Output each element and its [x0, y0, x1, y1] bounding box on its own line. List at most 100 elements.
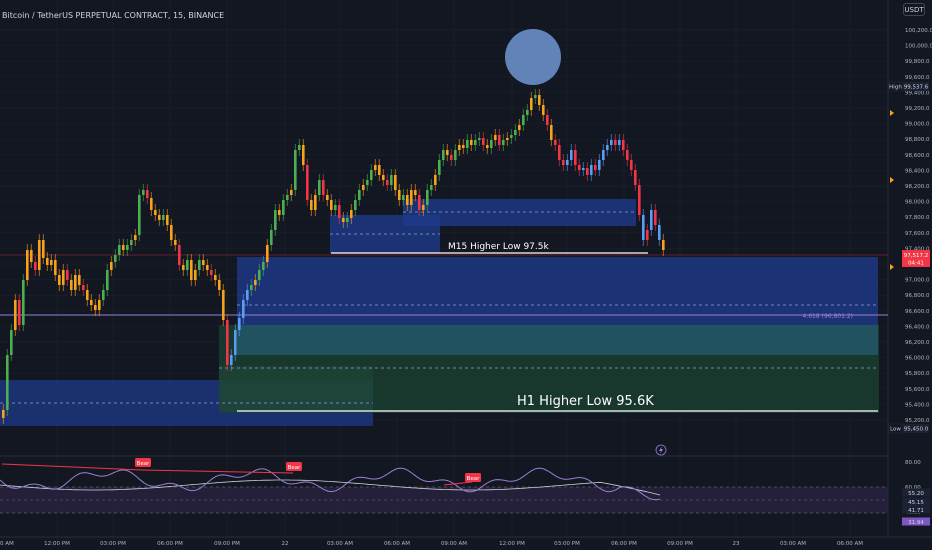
candle-body: [558, 145, 561, 160]
bear-tag-2: Bear: [286, 462, 302, 471]
candle-body: [158, 215, 161, 220]
rsi-value-bg: [902, 488, 930, 497]
candle-body: [310, 200, 313, 210]
high-marker: High 99,537.6: [888, 81, 929, 92]
time-tick-label: 0 AM: [0, 541, 14, 547]
candle-body: [394, 175, 397, 190]
candle-body: [126, 245, 129, 250]
candle-body: [458, 145, 461, 150]
candle-body: [650, 210, 653, 230]
candle-body: [142, 190, 145, 195]
candle-body: [574, 150, 577, 165]
time-tick-label: 09:00 PM: [667, 541, 693, 547]
candle-body: [86, 290, 89, 300]
candle-body: [90, 300, 93, 305]
lightning-icon[interactable]: [655, 444, 667, 456]
price-tick-label: 100,000.0: [905, 44, 932, 50]
candle-body: [318, 180, 321, 195]
time-tick-label: 03:00 PM: [554, 541, 580, 547]
candle-body: [130, 240, 133, 245]
svg-text:Bear: Bear: [467, 476, 481, 482]
currency-button[interactable]: USDT: [903, 3, 925, 16]
price-tick-label: 97,800.0: [905, 215, 930, 221]
candle-body: [526, 110, 529, 115]
candle-body: [246, 290, 249, 300]
candle-body: [230, 355, 233, 365]
candle-body: [154, 210, 157, 215]
candle-body: [578, 165, 581, 170]
candle-body: [314, 195, 317, 210]
rsi-value-label: 55.20: [908, 491, 924, 497]
time-axis[interactable]: 0 AM 12:00 PM 03:00 PM 06:00 PM 09:00 PM 22 03…: [0, 541, 863, 547]
candle-body: [334, 205, 337, 210]
candle-body: [542, 105, 545, 115]
candle-body: [462, 145, 465, 148]
candle-body: [66, 270, 69, 280]
candle-body: [198, 260, 201, 270]
alert-arrow-3: [890, 264, 894, 270]
candle-body: [370, 170, 373, 180]
candle-body: [266, 245, 269, 262]
candle-body: [254, 280, 257, 285]
candle-body: [522, 115, 525, 125]
candle-body: [366, 180, 369, 185]
candle-body: [414, 190, 417, 195]
candle-body: [234, 330, 237, 355]
price-tick-label: 97,600.0: [905, 231, 930, 237]
price-axis[interactable]: 100,200.0 100,000.0 99,800.0 99,600.0 99,400…: [905, 28, 932, 424]
candle-body: [94, 305, 97, 310]
divergence-line-1: [1, 463, 143, 471]
bear-tag-3: Bear: [465, 473, 481, 482]
rsi-value-label: 45.15: [908, 500, 924, 506]
candle-body: [150, 198, 153, 210]
candle-body: [654, 210, 657, 225]
candle-body: [258, 270, 261, 280]
candle-body: [110, 262, 113, 270]
price-tick-label: 99,200.0: [905, 106, 930, 112]
candle-body: [606, 145, 609, 150]
candle-body: [114, 255, 117, 262]
candle-body: [194, 270, 197, 280]
price-tick-label: 99,400.0: [905, 90, 930, 96]
candle-body: [166, 215, 169, 225]
price-tick-label: 96,000.0: [905, 356, 930, 362]
candle-body: [554, 140, 557, 145]
price-tick-label: 95,200.0: [905, 418, 930, 424]
candle-body: [82, 285, 85, 290]
candle-body: [562, 160, 565, 165]
candles: [2, 89, 665, 424]
alert-arrow-2: [890, 177, 894, 183]
candle-body: [506, 138, 509, 140]
zones: [0, 199, 879, 426]
candle-body: [238, 318, 241, 330]
candle-body: [474, 140, 477, 145]
price-tick-label: 96,600.0: [905, 309, 930, 315]
candle-body: [386, 180, 389, 185]
candle-body: [502, 140, 505, 145]
zone-blue-main: [237, 257, 878, 325]
price-tick-label: 100,200.0: [905, 28, 932, 34]
candle-body: [646, 230, 649, 240]
candle-body: [594, 165, 597, 170]
candle-body: [190, 260, 193, 280]
candle-body: [566, 160, 569, 165]
zone-blue-upper: [403, 199, 636, 226]
candle-body: [430, 185, 433, 190]
candle-body: [346, 218, 349, 222]
price-tick-label: 95,400.0: [905, 402, 930, 408]
candle-body: [434, 175, 437, 185]
candle-body: [402, 195, 405, 200]
candle-body: [122, 245, 125, 250]
candle-body: [602, 150, 605, 160]
rsi-ma-line: [0, 479, 661, 496]
candle-body: [174, 240, 177, 245]
candle-body: [450, 155, 453, 160]
candle-body: [146, 190, 149, 198]
time-tick-label: 03:00 PM: [100, 541, 126, 547]
rsi-line: [0, 467, 661, 501]
candle-body: [214, 275, 217, 280]
candle-body: [298, 145, 301, 150]
candle-body: [514, 130, 517, 135]
